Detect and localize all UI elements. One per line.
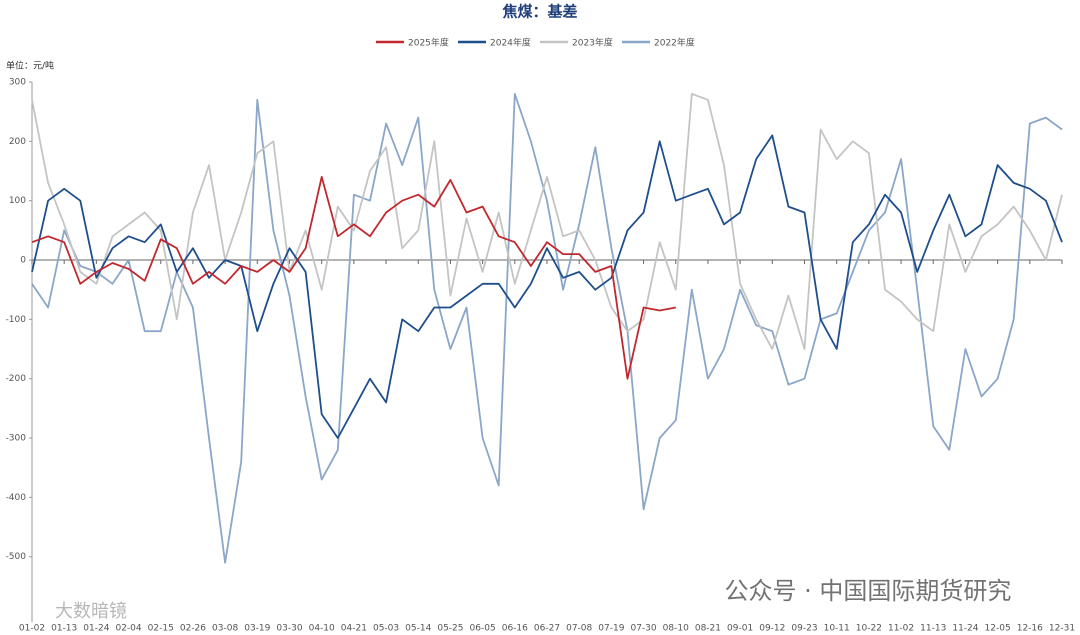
y-tick-label: -300 [6, 434, 27, 444]
watermark: 大数暗镜 [55, 601, 127, 622]
x-tick-label: 09-01 [727, 624, 753, 634]
x-tick-label: 12-16 [1017, 624, 1043, 634]
y-tick-label: -100 [6, 315, 27, 325]
y-tick-label: 100 [9, 196, 26, 206]
legend-label: 2024年度 [490, 37, 531, 49]
series-line [31, 134, 1063, 439]
x-tick-label: 05-14 [405, 624, 431, 634]
x-tick-label: 07-19 [598, 624, 624, 634]
x-tick-label: 03-30 [276, 624, 302, 634]
x-tick-label: 07-08 [566, 624, 592, 634]
x-tick-label: 01-13 [51, 624, 77, 634]
legend-label: 2022年度 [654, 37, 695, 49]
x-tick-label: 02-04 [115, 624, 141, 634]
x-tick-label: 06-27 [534, 624, 560, 634]
x-tick-label: 03-19 [244, 624, 270, 634]
x-tick-label: 04-10 [309, 624, 335, 634]
x-tick-label: 01-02 [19, 624, 45, 634]
y-tick-label: -400 [6, 493, 27, 503]
x-tick-label: 11-13 [920, 624, 946, 634]
x-tick-label: 07-30 [630, 624, 656, 634]
y-tick-label: 300 [9, 78, 26, 88]
y-tick-label: -200 [6, 374, 27, 384]
x-tick-label: 02-15 [148, 624, 174, 634]
x-tick-label: 12-05 [985, 624, 1011, 634]
x-tick-label: 11-24 [952, 624, 978, 634]
x-tick-label: 12-31 [1049, 624, 1075, 634]
y-tick-label: -500 [6, 552, 27, 562]
series-line [31, 176, 676, 380]
x-tick-label: 03-08 [212, 624, 238, 634]
x-tick-label: 02-26 [180, 624, 206, 634]
x-tick-label: 10-22 [856, 624, 882, 634]
x-tick-label: 04-21 [341, 624, 367, 634]
x-tick-label: 10-11 [824, 624, 850, 634]
y-axis-label: 单位：元/吨 [6, 60, 54, 72]
x-tick-label: 08-10 [663, 624, 689, 634]
x-tick-label: 09-23 [791, 624, 817, 634]
x-tick-label: 05-03 [373, 624, 399, 634]
x-tick-label: 11-02 [888, 624, 914, 634]
x-tick-label: 06-16 [502, 624, 528, 634]
watermark: 公众号 · 中国国际期货研究 [725, 577, 1012, 605]
x-tick-label: 09-12 [759, 624, 785, 634]
x-tick-label: 05-25 [437, 624, 463, 634]
x-tick-label: 06-05 [470, 624, 496, 634]
chart-title: 焦煤：基差 [501, 3, 577, 21]
legend-label: 2023年度 [572, 37, 613, 49]
x-tick-label: 08-21 [695, 624, 721, 634]
y-tick-label: 0 [20, 256, 26, 266]
y-tick-label: 200 [9, 137, 26, 147]
series-line [31, 93, 1063, 350]
x-tick-label: 01-24 [83, 624, 109, 634]
series-line [31, 93, 1063, 564]
plot: -500 -400 -300 -200 -100 0 100 200 300 01-02 01-13… [6, 78, 1076, 634]
legend-label: 2025年度 [408, 37, 449, 49]
